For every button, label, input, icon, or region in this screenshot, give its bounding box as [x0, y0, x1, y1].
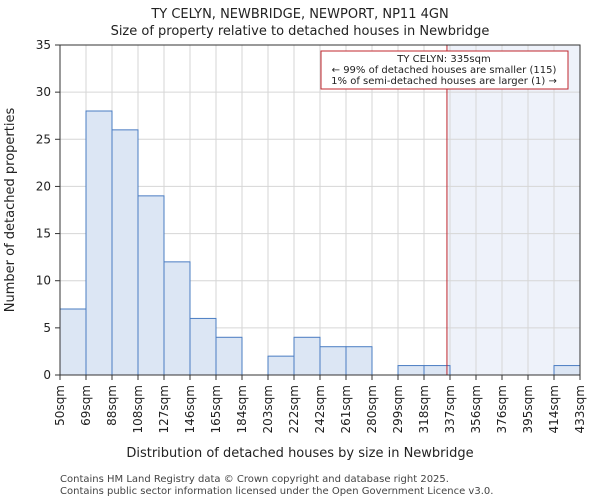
chart-subtitle: Size of property relative to detached ho… [111, 24, 490, 39]
x-tick-label-14: 318sqm [417, 385, 431, 433]
x-tick-label-15: 337sqm [443, 385, 457, 433]
y-tick-label-6: 30 [36, 85, 51, 99]
x-tick-label-1: 69sqm [79, 385, 93, 426]
bar-414sqm [553, 365, 581, 376]
x-tick-label-11: 261sqm [339, 385, 353, 433]
x-tick-label-9: 222sqm [287, 385, 301, 433]
x-tick-label-16: 356sqm [469, 385, 483, 433]
x-tick-label-4: 127sqm [157, 385, 171, 433]
bar-318sqm [423, 365, 451, 376]
bar-261sqm [345, 346, 373, 376]
y-tick-label-0: 0 [43, 368, 51, 382]
bar-242sqm [319, 346, 347, 376]
x-tick-label-0: 50sqm [53, 385, 67, 426]
y-tick-label-2: 10 [36, 274, 51, 288]
chart-title: TY CELYN, NEWBRIDGE, NEWPORT, NP11 4GN [150, 7, 448, 22]
y-axis-label: Number of detached properties [3, 108, 18, 313]
x-tick-label-3: 108sqm [131, 385, 145, 433]
x-tick-label-18: 395sqm [521, 385, 535, 433]
x-tick-label-2: 88sqm [105, 385, 119, 426]
y-tick-labels: 0 5 10 15 20 25 30 35 [36, 38, 60, 382]
x-tick-label-6: 165sqm [209, 385, 223, 433]
bar-69sqm [85, 110, 113, 376]
bar-222sqm [293, 336, 321, 376]
x-tick-label-17: 376sqm [495, 385, 509, 433]
annotation-line-2: ← 99% of detached houses are smaller (11… [332, 65, 557, 76]
annotation-frame [320, 50, 569, 90]
x-tick-label-7: 184sqm [235, 385, 249, 433]
x-tick-label-12: 280sqm [365, 385, 379, 433]
annotation-line-3: 1% of semi-detached houses are larger (1… [331, 76, 557, 87]
bar-50sqm [59, 308, 87, 376]
x-tick-labels: 50sqm 69sqm 88sqm 108sqm 127sqm 146sqm 165sqm 1… [53, 375, 587, 433]
bar-88sqm [111, 129, 139, 376]
x-tick-label-13: 299sqm [391, 385, 405, 433]
footer-line-2: Contains public sector information licen… [60, 486, 493, 497]
annotation-box: TY CELYN: 335sqm ← 99% of detached house… [320, 50, 569, 90]
y-tick-label-4: 20 [36, 179, 51, 193]
highlight-layer [446, 45, 580, 375]
y-tick-label-5: 25 [36, 132, 51, 146]
bar-203sqm [267, 355, 295, 376]
bar-299sqm [397, 365, 425, 376]
x-tick-label-5: 146sqm [183, 385, 197, 433]
y-tick-label-7: 35 [36, 38, 51, 52]
bar-127sqm [163, 261, 191, 376]
bar-108sqm [137, 195, 165, 376]
bar-146sqm [189, 317, 217, 376]
y-tick-label-1: 5 [43, 321, 51, 335]
x-tick-label-8: 203sqm [261, 385, 275, 433]
highlight-region [446, 45, 580, 375]
footer-line-1: Contains HM Land Registry data © Crown c… [60, 474, 449, 485]
x-axis-label: Distribution of detached houses by size … [126, 446, 473, 461]
x-tick-label-10: 242sqm [313, 385, 327, 433]
annotation-line-1: TY CELYN: 335sqm [396, 54, 490, 65]
y-tick-label-3: 15 [36, 227, 51, 241]
x-tick-label-20: 433sqm [573, 385, 587, 433]
bar-165sqm [215, 336, 243, 376]
x-tick-label-19: 414sqm [547, 385, 561, 433]
bars-layer [59, 110, 581, 376]
